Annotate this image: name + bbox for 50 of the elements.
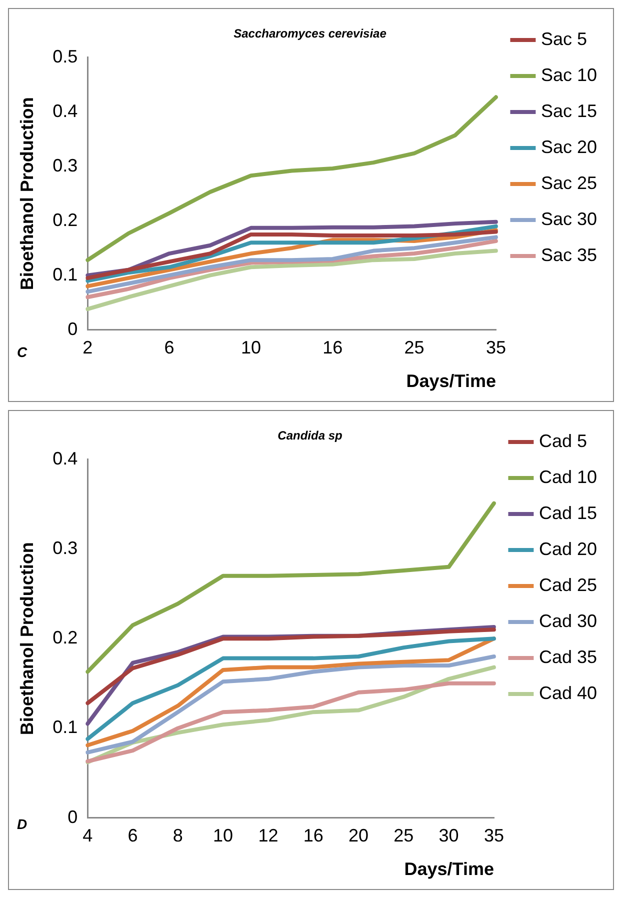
legend-label: Sac 20: [540, 136, 598, 157]
x-tick-label: 25: [394, 826, 414, 846]
legend-label: Sac 10: [540, 64, 598, 85]
y-tick-label: 0.4: [52, 100, 78, 121]
legend-label: Cad 5: [538, 430, 588, 451]
y-tick-label: 0.2: [52, 210, 78, 230]
y-tick-label: 0.3: [52, 538, 78, 558]
x-tick-label: 25: [404, 338, 424, 358]
x-tick-label: 12: [258, 826, 278, 846]
legend-label: Sac 30: [540, 208, 598, 229]
x-tick-label: 35: [486, 338, 506, 358]
legend-label: Cad 40: [538, 682, 598, 703]
legend-label: Sac 25: [540, 172, 598, 193]
legend-label: Cad 10: [538, 466, 598, 487]
chart-title: Saccharomyces cerevisiae: [234, 26, 387, 41]
x-tick-label: 35: [484, 826, 504, 846]
x-axis-title: Days/Time: [406, 371, 496, 392]
y-tick-label: 0.5: [52, 46, 78, 66]
y-tick-label: 0: [68, 318, 78, 339]
x-tick-label: 20: [348, 826, 369, 846]
legend-label: Sac 15: [540, 100, 598, 121]
legend-label: Cad 15: [538, 502, 598, 523]
legend-label: Sac 5: [540, 28, 587, 49]
y-tick-label: 0.3: [52, 155, 78, 176]
chart-title: Candida sp: [278, 428, 342, 443]
x-tick-label: 10: [240, 338, 261, 358]
y-axis-title: Bioethanol Production: [16, 542, 37, 736]
legend-label: Cad 35: [538, 646, 598, 667]
x-tick-label: 10: [213, 826, 234, 846]
x-tick-label: 16: [322, 338, 343, 358]
y-tick-label: 0.1: [52, 264, 78, 284]
x-tick-label: 16: [303, 826, 324, 846]
legend-label: Cad 30: [538, 610, 598, 631]
legend-label: Cad 25: [538, 574, 598, 595]
x-tick-label: 6: [128, 826, 138, 846]
y-tick-label: 0.4: [52, 448, 78, 468]
y-axis-title: Bioethanol Production: [16, 97, 37, 290]
text: D: [17, 816, 28, 832]
x-tick-label: 8: [172, 826, 183, 846]
x-tick-label: 30: [438, 826, 459, 846]
text: C: [17, 344, 28, 360]
y-tick-label: 0.1: [52, 717, 78, 738]
y-tick-label: 0.2: [52, 628, 78, 648]
x-tick-label: 4: [82, 826, 93, 846]
legend-label: Sac 35: [540, 244, 598, 265]
x-tick-label: 2: [82, 338, 93, 358]
legend-label: Cad 20: [538, 538, 598, 559]
y-tick-label: 0: [68, 806, 78, 827]
x-axis-title: Days/Time: [404, 859, 494, 880]
x-tick-label: 6: [164, 338, 174, 358]
